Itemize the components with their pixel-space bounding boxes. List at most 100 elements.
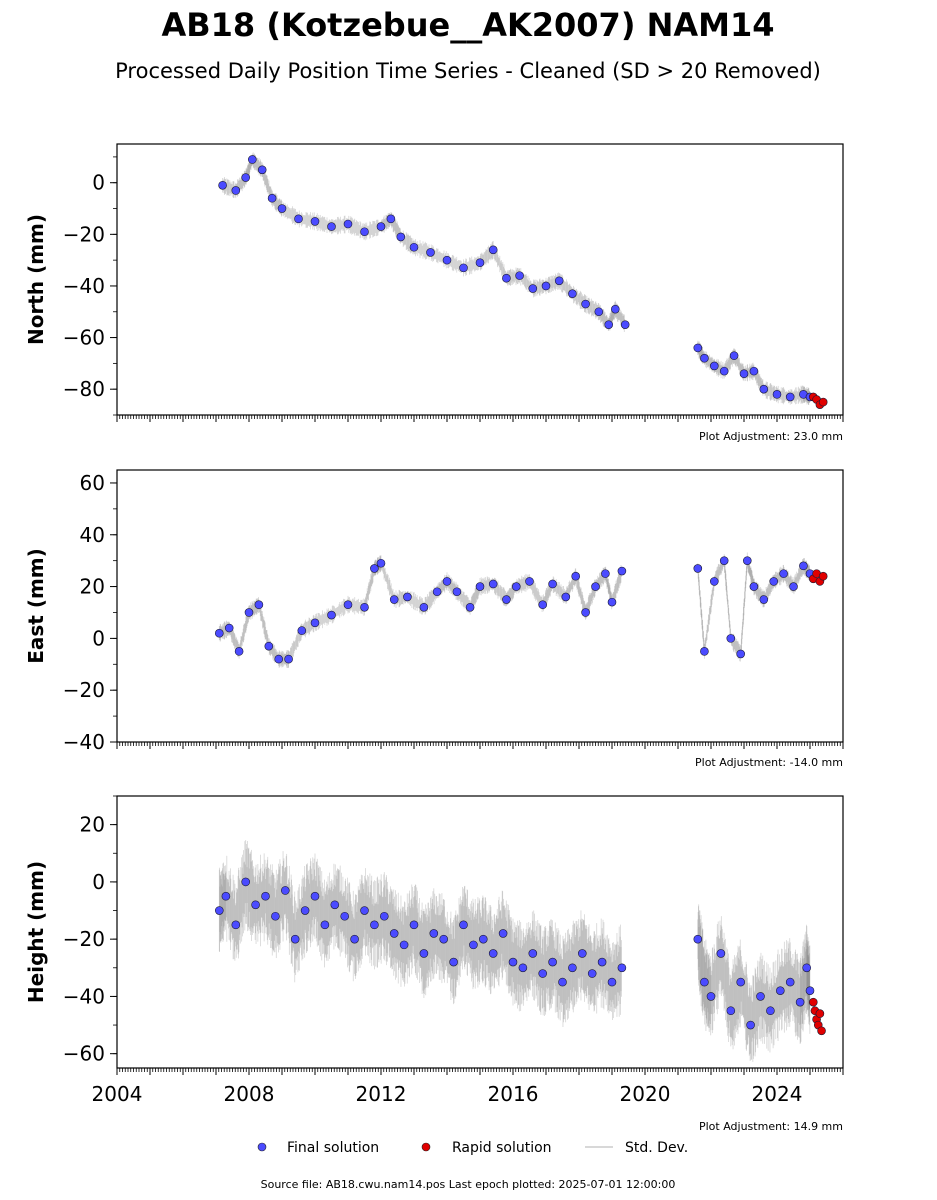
north-y-tick-label: −80 — [63, 377, 105, 401]
height-final-point — [716, 949, 726, 958]
east-rapid-point — [818, 571, 828, 581]
height-final-point — [577, 949, 587, 958]
height-x-tick-label: 2004 — [92, 1082, 143, 1106]
height-y-tick-label: −40 — [63, 984, 105, 1008]
height-final-point — [310, 891, 320, 901]
north-final-point — [554, 276, 564, 286]
east-final-point — [452, 587, 462, 597]
north-final-point — [772, 390, 782, 399]
north-final-point — [785, 392, 795, 402]
east-final-point — [403, 592, 412, 602]
north-final-point — [386, 214, 396, 224]
height-final-point — [597, 957, 607, 967]
east-final-point — [254, 600, 264, 610]
height-final-point — [785, 977, 795, 987]
east-final-point — [376, 558, 386, 568]
north-final-point — [739, 369, 749, 379]
height-final-point — [746, 1020, 755, 1030]
north-final-point — [502, 273, 511, 283]
east-y-tick-label: 60 — [80, 471, 105, 495]
height-final-point — [538, 969, 548, 978]
north-final-series — [218, 155, 815, 402]
height-final-point — [736, 977, 746, 987]
east-final-point — [234, 647, 244, 656]
north-final-point — [231, 186, 241, 195]
north-y-axis: 0 −20 −40 −60 −80 North (mm) — [24, 156, 117, 416]
east-final-point — [465, 602, 475, 612]
height-final-point — [508, 957, 518, 967]
east-final-point — [274, 654, 284, 664]
height-adjustment-label: Plot Adjustment: 14.9 mm — [699, 1120, 843, 1133]
east-final-point — [709, 577, 719, 586]
height-final-point — [221, 891, 231, 901]
north-final-point — [277, 204, 287, 213]
north-final-point — [442, 255, 452, 265]
north-final-point — [729, 351, 739, 360]
height-y-axis-label: Height (mm) — [24, 861, 48, 1003]
east-y-axis-label: East (mm) — [24, 548, 48, 664]
height-rapid-point — [817, 1026, 826, 1036]
legend-rapid-label: Rapid solution — [452, 1140, 552, 1156]
height-final-point — [231, 920, 241, 930]
east-stddev-bars — [218, 552, 811, 669]
east-final-point — [488, 579, 498, 589]
height-final-series — [215, 877, 815, 1030]
east-final-point — [700, 647, 709, 656]
north-final-point — [528, 284, 538, 293]
height-final-point — [726, 1006, 736, 1016]
height-final-point — [399, 940, 409, 950]
north-panel: Plot Adjustment: 23.0 mm 0 −20 −40 −60 −80 No… — [24, 143, 844, 443]
east-final-point — [343, 600, 353, 610]
height-final-point — [215, 906, 224, 915]
height-x-tick-label: 2012 — [356, 1082, 407, 1106]
east-y-axis: 60 40 20 0 −20 −40 East (mm) — [24, 471, 117, 754]
height-final-point — [795, 997, 805, 1007]
north-final-point — [693, 343, 703, 353]
east-final-point — [264, 641, 274, 651]
north-adjustment-label: Plot Adjustment: 23.0 mm — [699, 430, 843, 443]
east-final-point — [779, 569, 788, 578]
north-y-axis-label: North (mm) — [24, 214, 48, 345]
east-y-tick-label: −40 — [63, 730, 105, 754]
north-final-point — [459, 263, 468, 273]
north-stddev-bars — [222, 152, 811, 406]
height-final-point — [488, 949, 498, 958]
north-final-point — [475, 258, 485, 268]
east-final-point — [736, 649, 746, 659]
east-final-point — [224, 623, 234, 633]
north-final-point — [409, 242, 419, 252]
height-final-point — [558, 977, 567, 987]
east-final-point — [502, 595, 511, 604]
height-final-point — [766, 1006, 775, 1016]
east-final-point — [360, 602, 369, 612]
east-final-series — [215, 556, 815, 664]
east-x-axis — [116, 742, 844, 749]
height-final-point — [409, 920, 419, 930]
east-final-point — [370, 564, 379, 573]
east-final-point — [442, 577, 452, 586]
east-final-point — [548, 579, 557, 589]
height-x-tick-label: 2016 — [488, 1082, 539, 1106]
east-final-point — [432, 587, 442, 597]
height-final-point — [478, 934, 488, 944]
height-y-tick-label: −20 — [63, 927, 105, 951]
footer-source: Source file: AB18.cwu.nam14.pos Last epo… — [261, 1178, 676, 1191]
legend-rapid-marker — [421, 1142, 431, 1152]
height-y-axis: 20 0 −20 −40 −60 Height (mm) — [24, 795, 117, 1066]
height-final-point — [693, 934, 703, 944]
east-final-point — [726, 634, 736, 643]
legend-final-marker — [257, 1142, 267, 1152]
height-final-point — [587, 969, 597, 978]
east-final-point — [769, 577, 779, 586]
height-final-point — [805, 986, 815, 995]
height-final-point — [340, 911, 350, 921]
height-final-point — [320, 920, 330, 930]
east-final-point — [511, 582, 521, 591]
height-final-point — [700, 977, 709, 987]
north-final-point — [610, 304, 620, 314]
north-y-tick-label: −20 — [63, 222, 105, 246]
height-final-point — [330, 900, 340, 910]
height-final-point — [607, 977, 617, 987]
north-final-point — [700, 353, 709, 363]
